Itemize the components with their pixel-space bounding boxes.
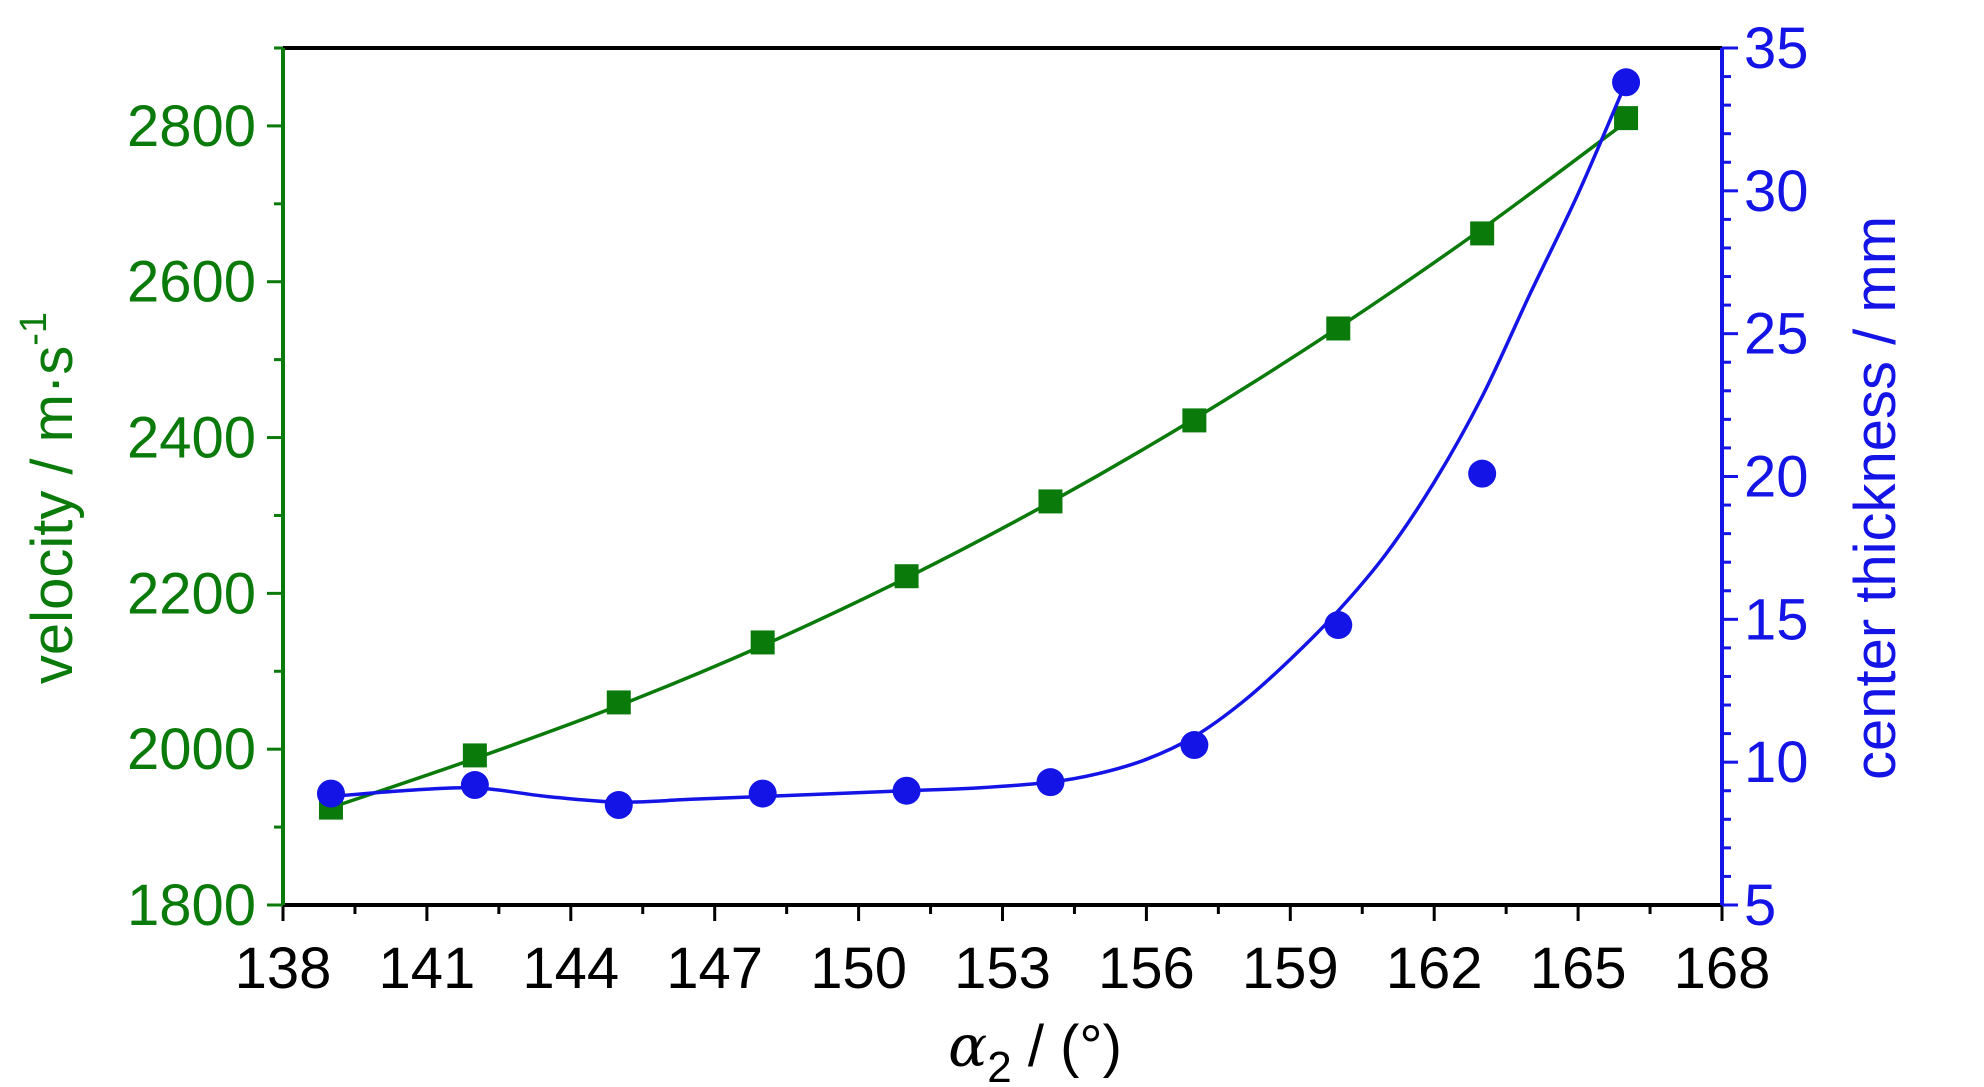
x-tick-label: 159 (1242, 936, 1339, 1001)
y-left-tick-label: 2400 (127, 406, 256, 471)
y-left-tick-label: 2600 (127, 250, 256, 315)
y-left-tick-label: 1800 (127, 873, 256, 938)
y-right-tick-label: 35 (1744, 16, 1809, 81)
x-tick-label: 144 (522, 936, 619, 1001)
thickness-point (460, 771, 489, 800)
x-tick-label: 153 (954, 936, 1051, 1001)
x-tick-label: 141 (379, 936, 476, 1001)
x-axis-title-symbol: α (948, 1012, 987, 1080)
plot-area (316, 68, 1641, 820)
y-left-axis-title-main: velocity / m·s (20, 346, 85, 684)
axes: 138 141 144 147 150 153 156 159 162 165 168 1800 200… (127, 16, 1809, 1001)
y-left-axis-title-superscript: -1 (13, 312, 55, 346)
x-tick-label: 156 (1098, 936, 1195, 1001)
velocity-point (750, 630, 775, 655)
x-tick-label: 147 (666, 936, 763, 1001)
series-1-fit-line (330, 81, 1628, 804)
y-left-axis-title: velocity / m·s-1 (13, 312, 85, 684)
velocity-point (462, 743, 487, 768)
y-right-tick-label: 30 (1744, 159, 1809, 224)
thickness-point (316, 779, 345, 808)
x-tick-label: 168 (1674, 936, 1771, 1001)
axis-labels: velocity / m·s-1 center thickness / mm α… (13, 216, 1908, 1087)
y-left-tick-label: 2000 (127, 717, 256, 782)
y-right-tick-label: 25 (1744, 302, 1809, 367)
series-0-fit-line (330, 120, 1628, 810)
velocity-point (1470, 221, 1495, 246)
velocity-point (894, 564, 919, 589)
y-left-tick-label: 2200 (127, 561, 256, 626)
y-right-tick-label: 15 (1744, 587, 1809, 652)
x-axis-title: α2 / (°) (948, 1012, 1122, 1087)
thickness-point (892, 776, 921, 805)
velocity-point (1038, 489, 1063, 514)
y-right-tick-label: 10 (1744, 730, 1809, 795)
velocity-point (606, 690, 631, 715)
x-axis-title-unit: / (°) (1012, 1014, 1122, 1079)
y-left-tick-label: 2800 (127, 94, 256, 159)
thickness-point (1468, 459, 1497, 488)
x-axis-title-subscript: 2 (987, 1043, 1011, 1087)
thickness-point (1324, 611, 1353, 640)
thickness-point (1180, 731, 1209, 760)
thickness-point (604, 791, 633, 820)
x-tick-label: 150 (810, 936, 907, 1001)
velocity-point (1182, 408, 1207, 433)
velocity-point (1326, 316, 1351, 341)
x-tick-label: 138 (235, 936, 332, 1001)
velocity-point (1614, 106, 1639, 131)
thickness-point (1036, 768, 1065, 797)
y-right-tick-label: 20 (1744, 445, 1809, 510)
thickness-point (1612, 68, 1641, 97)
x-tick-label: 162 (1386, 936, 1483, 1001)
y-right-tick-label: 5 (1744, 873, 1776, 938)
thickness-point (748, 779, 777, 808)
x-tick-label: 165 (1530, 936, 1627, 1001)
y-right-axis-title: center thickness / mm (1843, 216, 1908, 780)
